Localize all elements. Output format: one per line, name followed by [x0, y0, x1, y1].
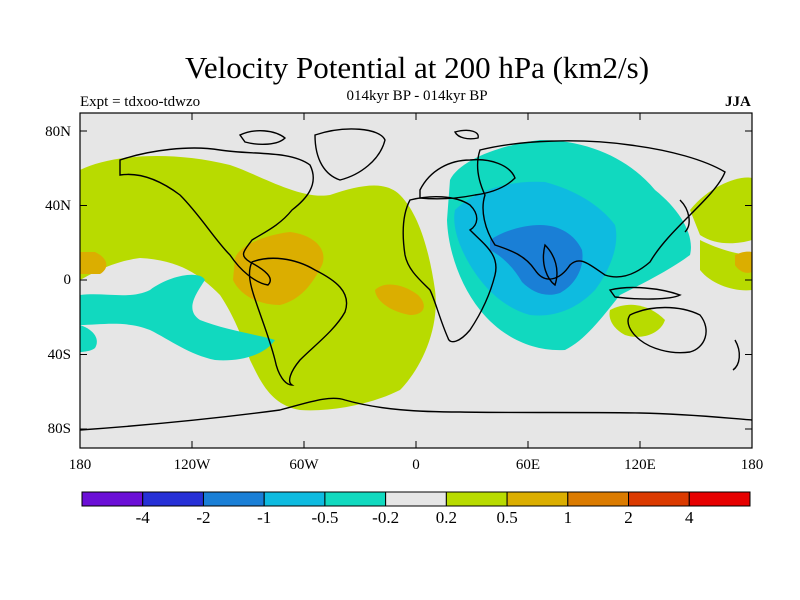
lon-label-120e: 120E	[624, 457, 656, 473]
colorbar-swatch	[385, 491, 447, 507]
colorbar-swatch	[324, 491, 387, 507]
colorbar-level-label: 2	[624, 508, 633, 527]
lat-label-40s: 40S	[47, 347, 71, 363]
colorbar-level-label: 0.5	[496, 508, 518, 527]
colorbar-swatch	[142, 491, 204, 507]
lat-label-0: 0	[63, 272, 72, 288]
colorbar-level-label: -0.2	[372, 508, 400, 527]
negative-contour-region-south-pacific	[80, 274, 275, 361]
orange-contour-region-atlantic	[375, 284, 424, 315]
period-label: 014kyr BP - 014kyr BP	[346, 88, 488, 104]
coastline-africa	[402, 196, 497, 343]
lat-label-80s: 80S	[47, 421, 71, 437]
colorbar-level-label: 0.2	[435, 508, 457, 527]
coastlines	[80, 128, 752, 431]
orange-contour-region-west-edge	[80, 252, 107, 274]
positive-contour-region-indian-ocean	[609, 304, 665, 337]
colorbar-level-label: -0.5	[311, 508, 339, 527]
experiment-label: Expt = tdxoo-tdwzo	[80, 94, 201, 110]
colorbar-level-label: 4	[685, 508, 694, 527]
colorbar-swatch	[628, 491, 690, 507]
lat-label-80n: 80N	[45, 124, 71, 140]
colorbar-swatch	[688, 491, 751, 507]
colorbar-swatch	[445, 491, 508, 507]
lon-label-120w: 120W	[173, 457, 211, 473]
lon-label-0: 0	[412, 457, 420, 473]
page-title: Velocity Potential at 200 hPa (km2/s)	[184, 50, 650, 85]
coastline-europe	[419, 158, 516, 200]
coastline-new-zealand	[732, 339, 740, 371]
coastline-japan	[679, 199, 690, 233]
coastline-asia	[476, 140, 726, 280]
positive-contour-region-dateline	[700, 240, 752, 291]
colorbar-swatch	[202, 491, 265, 507]
negative-contour-region-southwest	[80, 325, 97, 352]
colorbar-swatch	[81, 491, 144, 507]
coastline-antarctica	[80, 397, 752, 431]
lon-label-180-right: 180	[740, 457, 764, 473]
coastline-india	[542, 243, 558, 287]
colorbar-swatch	[263, 491, 326, 507]
colorbar-swatch	[567, 491, 630, 507]
lat-label-40n: 40N	[45, 198, 71, 214]
season-label: JJA	[725, 94, 751, 110]
colorbar-level-label: 1	[563, 508, 573, 527]
lon-label-60e: 60E	[515, 457, 541, 473]
coastline-south-america	[248, 257, 348, 386]
coastline-indonesia	[608, 286, 682, 300]
orange-contour-region-south-america	[233, 232, 324, 305]
colorbar-level-label: -2	[196, 508, 211, 527]
coastline-greenland	[314, 128, 386, 181]
lon-label-60w: 60W	[289, 457, 319, 473]
coastline-north-america	[119, 147, 314, 286]
colorbar	[81, 491, 751, 507]
coastline-svalbard	[453, 129, 479, 140]
coastline-arctic	[238, 130, 287, 146]
colorbar-level-label: -1	[257, 508, 272, 527]
coastline-australia	[627, 306, 707, 354]
colorbar-level-label: -4	[135, 508, 150, 527]
negative-contour-region-medium-blue	[490, 225, 583, 295]
lon-label-180-left: 180	[68, 457, 92, 473]
positive-contour-region-east-pacific	[690, 177, 752, 244]
orange-contour-region-dateline	[735, 251, 752, 273]
map-ticks	[79, 113, 753, 448]
colorbar-swatch	[506, 491, 569, 507]
